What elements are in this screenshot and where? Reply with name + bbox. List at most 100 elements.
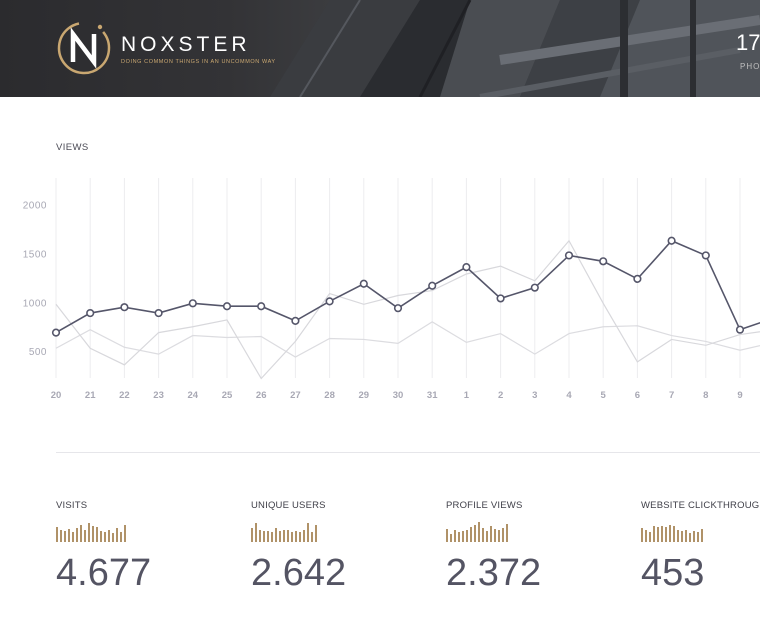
spark-bar <box>506 524 508 542</box>
x-tick-label: 3 <box>532 390 537 401</box>
data-point <box>599 257 608 266</box>
stat-card: PROFILE VIEWS 2.372 <box>446 500 541 595</box>
spark-bar <box>303 530 305 542</box>
spark-bar <box>76 528 78 542</box>
data-point <box>701 251 710 260</box>
data-point <box>325 297 334 306</box>
series-line <box>55 321 760 358</box>
spark-bar <box>283 530 285 542</box>
stat-card: UNIQUE USERS 2.642 <box>251 500 346 595</box>
x-tick-label: 27 <box>290 390 301 401</box>
building-photo <box>270 0 760 97</box>
spark-bar <box>661 526 663 542</box>
x-tick-label: 23 <box>153 390 164 401</box>
data-point <box>257 302 266 311</box>
spark-bar <box>295 531 297 542</box>
spark-bar <box>454 530 456 542</box>
stat-label: PROFILE VIEWS <box>446 500 523 511</box>
series-line <box>55 239 760 334</box>
spark-bar <box>120 532 122 542</box>
stat-value: 4.677 <box>56 552 152 594</box>
spark-bar <box>482 528 484 542</box>
data-point <box>633 274 642 283</box>
data-point <box>564 251 574 260</box>
spark-bar <box>490 526 492 542</box>
spark-bar <box>315 525 317 542</box>
spark-bar <box>649 532 651 542</box>
stat-sparkline <box>641 520 760 542</box>
spark-bar <box>474 525 476 542</box>
x-tick-label: 5 <box>601 390 607 401</box>
spark-bar <box>271 532 273 542</box>
spark-bar <box>64 531 66 542</box>
spark-bar <box>701 529 703 542</box>
x-tick-label: 2 <box>498 390 503 401</box>
data-point <box>530 283 539 292</box>
spark-bar <box>653 526 655 542</box>
spark-bar <box>307 523 309 542</box>
brand-tagline: DOING COMMON THINGS IN AN UNCOMMON WAY <box>121 59 276 65</box>
x-tick-label: 6 <box>635 390 640 401</box>
stat-label: VISITS <box>56 500 88 511</box>
spark-bar <box>641 528 643 542</box>
data-point <box>154 308 163 318</box>
spark-bar <box>685 530 687 542</box>
x-tick-label: 31 <box>427 390 438 401</box>
spark-bar <box>677 530 679 542</box>
x-tick-label: 9 <box>737 390 742 401</box>
x-tick-label: 28 <box>324 390 335 401</box>
spark-bar <box>88 523 90 542</box>
data-point <box>393 304 403 313</box>
spark-bar <box>673 526 675 542</box>
spark-bar <box>263 531 265 542</box>
spark-bar <box>470 527 472 542</box>
x-tick-label: 21 <box>85 390 96 401</box>
x-tick-label: 24 <box>188 390 199 401</box>
y-tick-label: 500 <box>29 347 47 358</box>
spark-bar <box>689 533 691 542</box>
stat-label: UNIQUE USERS <box>251 500 326 511</box>
spark-bar <box>311 532 313 542</box>
data-point <box>667 236 676 245</box>
spark-bar <box>96 527 98 542</box>
spark-bar <box>259 530 261 542</box>
data-point <box>428 281 437 290</box>
noxster-logo-icon <box>57 21 111 75</box>
spark-bar <box>255 523 257 542</box>
stat-sparkline <box>446 520 541 542</box>
data-point <box>51 328 61 337</box>
spark-bar <box>68 529 70 542</box>
y-tick-label: 1000 <box>23 298 47 309</box>
header-stat-label: PHO <box>740 62 760 71</box>
y-tick-label: 1500 <box>23 249 47 260</box>
spark-bar <box>287 530 289 542</box>
data-point <box>496 294 505 303</box>
spark-bar <box>56 527 58 542</box>
spark-bar <box>697 532 699 542</box>
x-tick-label: 25 <box>222 390 233 401</box>
x-tick-label: 22 <box>119 390 130 401</box>
spark-bar <box>275 528 277 542</box>
stat-value: 2.372 <box>446 552 542 594</box>
stat-sparkline <box>251 520 346 542</box>
spark-bar <box>112 533 114 542</box>
spark-bar <box>693 531 695 542</box>
spark-bar <box>116 528 118 542</box>
header-stat-number: 17 <box>736 30 760 55</box>
series-line <box>55 239 760 380</box>
spark-bar <box>279 531 281 542</box>
spark-bar <box>502 528 504 542</box>
spark-bar <box>84 530 86 542</box>
stat-card: VISITS 4.677 <box>56 500 151 595</box>
spark-bar <box>446 529 448 542</box>
spark-bar <box>450 534 452 542</box>
spark-bar <box>657 527 659 542</box>
spark-bar <box>681 531 683 542</box>
data-point <box>86 308 95 318</box>
spark-bar <box>100 531 102 542</box>
x-tick-label: 8 <box>703 390 708 401</box>
spark-bar <box>669 525 671 542</box>
x-tick-label: 7 <box>669 390 674 401</box>
data-point <box>222 302 232 311</box>
